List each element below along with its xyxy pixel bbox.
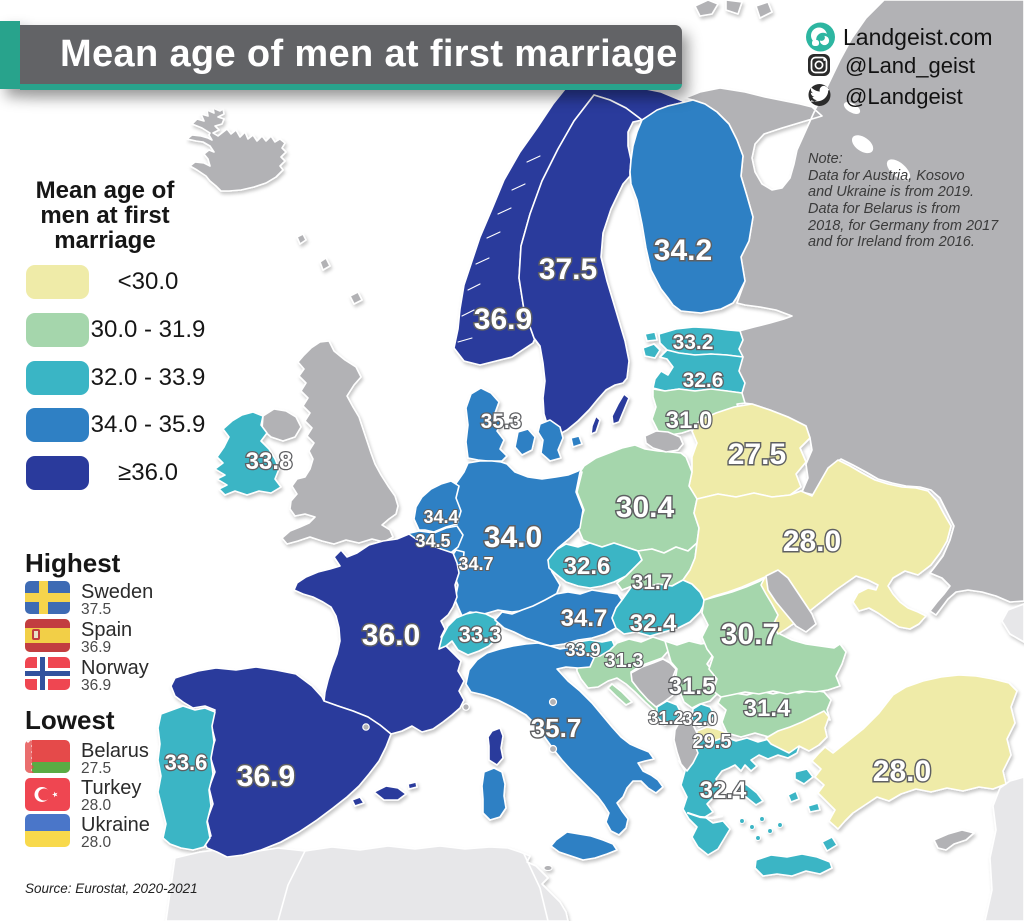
svg-text:32.6: 32.6 xyxy=(683,369,724,392)
svg-text:33.9: 33.9 xyxy=(565,640,600,660)
svg-text:34.4: 34.4 xyxy=(423,507,458,527)
svg-text:33.3: 33.3 xyxy=(459,622,502,647)
svg-text:31.5: 31.5 xyxy=(669,673,716,700)
svg-text:32.0: 32.0 xyxy=(682,709,717,729)
svg-text:32.4: 32.4 xyxy=(630,610,677,637)
svg-text:34.5: 34.5 xyxy=(415,531,450,551)
svg-text:34.7: 34.7 xyxy=(458,554,493,574)
svg-text:35.7: 35.7 xyxy=(531,713,582,743)
svg-text:31.3: 31.3 xyxy=(605,650,644,672)
svg-text:36.9: 36.9 xyxy=(474,303,532,336)
svg-text:30.4: 30.4 xyxy=(616,491,675,524)
svg-text:36.9: 36.9 xyxy=(237,760,295,793)
svg-text:27.5: 27.5 xyxy=(728,438,786,471)
svg-text:31.2: 31.2 xyxy=(648,708,683,728)
svg-text:32.4: 32.4 xyxy=(700,777,747,804)
svg-text:31.7: 31.7 xyxy=(632,571,673,594)
svg-text:32.6: 32.6 xyxy=(564,553,611,580)
svg-text:34.7: 34.7 xyxy=(561,605,608,632)
svg-text:30.7: 30.7 xyxy=(721,618,779,651)
svg-text:31.0: 31.0 xyxy=(666,407,713,434)
svg-text:35.3: 35.3 xyxy=(481,410,522,433)
svg-text:33.2: 33.2 xyxy=(673,331,714,354)
svg-text:33.8: 33.8 xyxy=(246,448,293,475)
svg-text:31.4: 31.4 xyxy=(744,695,791,722)
svg-text:37.5: 37.5 xyxy=(539,253,597,286)
svg-text:28.0: 28.0 xyxy=(783,525,841,558)
svg-text:36.0: 36.0 xyxy=(362,619,420,652)
svg-text:33.6: 33.6 xyxy=(165,750,208,775)
svg-text:28.0: 28.0 xyxy=(873,755,931,788)
svg-text:34.0: 34.0 xyxy=(484,521,542,554)
svg-text:29.5: 29.5 xyxy=(693,731,732,753)
svg-text:34.2: 34.2 xyxy=(654,234,712,267)
